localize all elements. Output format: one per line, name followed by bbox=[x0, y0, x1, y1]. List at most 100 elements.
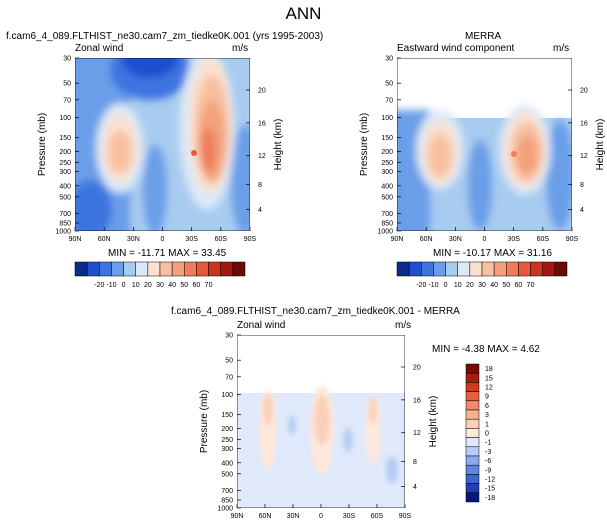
y-tick-label: 400 bbox=[59, 183, 71, 190]
colorbar-right-swatch bbox=[518, 261, 531, 277]
height-tick-label: 4 bbox=[580, 207, 584, 214]
panel3-units: m/s bbox=[395, 320, 412, 331]
axes-layer: 90N 60N 30N 0 30S 60S 90S305070100150200250300… bbox=[37, 56, 606, 521]
colorbar-left-swatch bbox=[184, 261, 197, 277]
x-tick-label: 90S bbox=[399, 513, 412, 520]
colorbar-right-swatch bbox=[481, 261, 495, 277]
y-axis-label: Pressure (mb) bbox=[199, 390, 210, 453]
y-tick-label: 30 bbox=[63, 56, 71, 63]
y-tick-label: 200 bbox=[221, 426, 233, 433]
y-tick-label: 200 bbox=[381, 149, 393, 156]
x-tick-label: 30N bbox=[287, 513, 300, 520]
height-tick-label: 20 bbox=[580, 88, 588, 95]
colorbar-right-swatch bbox=[457, 261, 471, 277]
colorbar-left-swatch bbox=[232, 261, 246, 277]
y-tick-label: 500 bbox=[59, 194, 71, 201]
y-tick-label: 850 bbox=[381, 220, 393, 227]
colorbar-diff-label: -1 bbox=[485, 440, 491, 447]
colorbar-right-label: 50 bbox=[502, 282, 510, 289]
page-title: ANN bbox=[285, 4, 322, 23]
panel3-title: f.cam6_4_089.FLTHIST_ne30.cam7_zm_tiedke… bbox=[171, 306, 460, 317]
panel1-title: f.cam6_4_089.FLTHIST_ne30.cam7_zm_tiedke… bbox=[6, 31, 324, 42]
colorbar-right-swatch bbox=[493, 261, 507, 277]
colorbar-diff-swatch bbox=[465, 363, 480, 374]
height-axis-label: Height (km) bbox=[273, 119, 284, 171]
colorbar-left-swatch bbox=[99, 261, 112, 277]
y-tick-label: 700 bbox=[381, 211, 393, 218]
colorbar-diff-swatch bbox=[465, 464, 480, 475]
colorbar-left-label: 30 bbox=[156, 282, 164, 289]
y-tick-label: 150 bbox=[221, 412, 233, 419]
colorbar-left-label: 20 bbox=[144, 282, 152, 289]
colorbar-right-label: -10 bbox=[428, 282, 438, 289]
y-tick-label: 50 bbox=[225, 358, 233, 365]
colorbar-right-swatch bbox=[469, 261, 483, 277]
colorbar-right-swatch bbox=[396, 261, 410, 277]
colorbar-diff-label: 18 bbox=[485, 366, 493, 373]
colorbar-right-label: 20 bbox=[466, 282, 474, 289]
panel3-subtitle: Zonal wind bbox=[237, 320, 286, 331]
colorbar-diff-swatch bbox=[465, 409, 480, 420]
y-tick-label: 700 bbox=[221, 488, 233, 495]
y-tick-label: 1000 bbox=[217, 506, 233, 513]
colorbar-right-label: 60 bbox=[515, 282, 523, 289]
colorbar-diff-label: 12 bbox=[485, 385, 493, 392]
height-tick-label: 8 bbox=[580, 182, 584, 189]
y-tick-label: 250 bbox=[59, 160, 71, 167]
colorbar-right-swatch bbox=[433, 261, 446, 277]
panel1-stats: MIN = -11.71 MAX = 33.45 bbox=[108, 248, 227, 259]
colorbar-left-label: 10 bbox=[132, 282, 140, 289]
height-tick-label: 12 bbox=[413, 430, 421, 437]
y-tick-label: 100 bbox=[59, 115, 71, 122]
y-tick-label: 400 bbox=[381, 183, 393, 190]
panel3-stats: MIN = -4.38 MAX = 4.62 bbox=[432, 344, 540, 355]
height-tick-label: 12 bbox=[258, 153, 266, 160]
colorbar-right-swatch bbox=[421, 261, 434, 277]
height-tick-label: 4 bbox=[413, 484, 417, 491]
y-tick-label: 500 bbox=[381, 194, 393, 201]
colorbar-diff-swatch bbox=[465, 492, 480, 503]
y-tick-label: 850 bbox=[221, 497, 233, 504]
x-tick-label: 30S bbox=[507, 236, 520, 243]
colorbar-left-swatch bbox=[220, 261, 234, 277]
colorbar-left-label: 60 bbox=[193, 282, 201, 289]
x-tick-label: 30N bbox=[127, 236, 140, 243]
y-tick-label: 50 bbox=[63, 81, 71, 88]
colorbar-diff-swatch bbox=[465, 483, 480, 494]
colorbar-diff-swatch bbox=[465, 437, 480, 448]
y-tick-label: 250 bbox=[381, 160, 393, 167]
colorbar-right-swatch bbox=[542, 261, 556, 277]
y-tick-label: 300 bbox=[59, 169, 71, 176]
y-tick-label: 30 bbox=[385, 56, 393, 63]
colorbar-diff-swatch bbox=[465, 474, 480, 484]
y-tick-label: 250 bbox=[221, 437, 233, 444]
y-tick-label: 1000 bbox=[55, 229, 71, 236]
y-tick-label: 1000 bbox=[377, 229, 393, 236]
colorbar-left-swatch bbox=[208, 261, 221, 277]
height-tick-label: 12 bbox=[580, 153, 588, 160]
colorbar-left-swatch bbox=[74, 261, 88, 277]
x-tick-label: 90S bbox=[244, 236, 257, 243]
y-tick-label: 30 bbox=[225, 333, 233, 340]
panel2-stats: MIN = -10.17 MAX = 31.16 bbox=[433, 248, 552, 259]
panel1-subtitle: Zonal wind bbox=[75, 43, 124, 54]
colorbar-diff-swatch bbox=[465, 372, 480, 383]
y-tick-label: 150 bbox=[59, 135, 71, 142]
colorbar-left-label: 40 bbox=[168, 282, 176, 289]
y-axis-label: Pressure (mb) bbox=[359, 113, 370, 176]
y-tick-label: 100 bbox=[381, 115, 393, 122]
colorbar-diff-label: 1 bbox=[485, 421, 489, 428]
y-tick-label: 500 bbox=[221, 471, 233, 478]
colorbar-diff-swatch bbox=[465, 400, 480, 411]
colorbar-right-label: 40 bbox=[490, 282, 498, 289]
y-tick-label: 70 bbox=[225, 374, 233, 381]
colorbar-right-swatch bbox=[554, 261, 568, 277]
x-tick-label: 60S bbox=[537, 236, 550, 243]
colorbar-diff-label: 15 bbox=[485, 375, 493, 382]
panel1-units: m/s bbox=[232, 43, 249, 54]
x-tick-label: 60S bbox=[371, 513, 384, 520]
colorbar-left-label: -10 bbox=[106, 282, 116, 289]
y-tick-label: 70 bbox=[385, 97, 393, 104]
colorbar-diff-label: 0 bbox=[485, 431, 489, 438]
colorbar-right-label: 30 bbox=[478, 282, 486, 289]
